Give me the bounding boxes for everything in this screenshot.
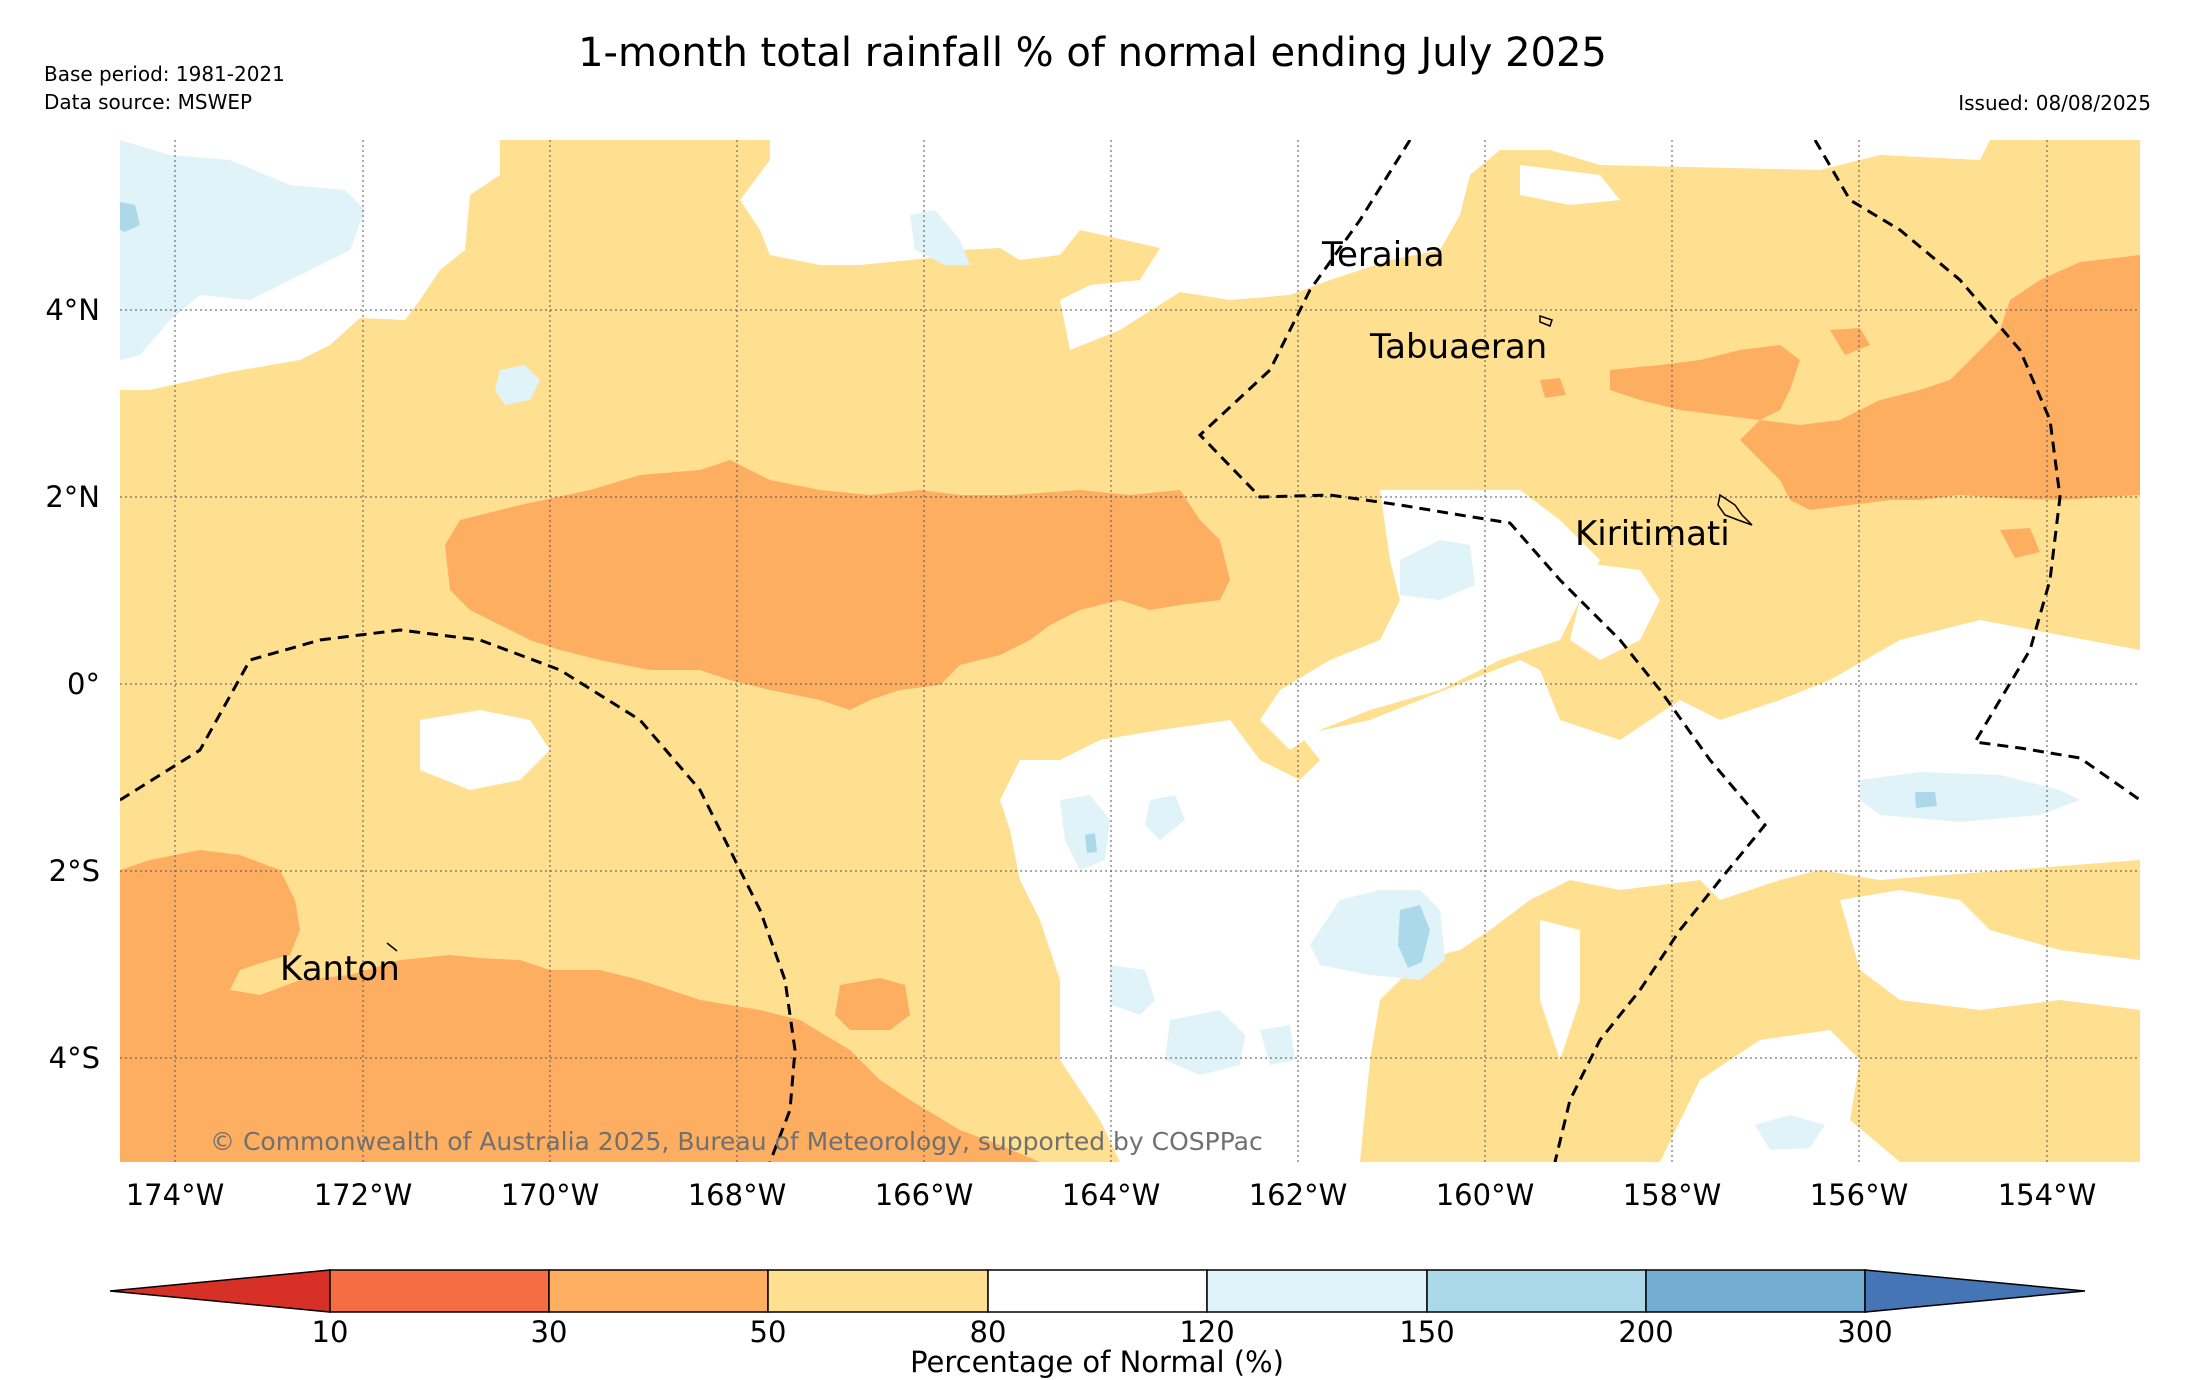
region-150-200-west xyxy=(120,202,140,232)
region-150-200-east xyxy=(1915,792,1937,808)
region-120-150-central xyxy=(1400,540,1475,600)
base-period-note: Base period: 1981-2021 xyxy=(44,62,285,86)
region-120-150-south-3 xyxy=(1145,795,1185,840)
region-30-50-central xyxy=(445,460,1230,710)
region-120-150-south-4 xyxy=(1110,965,1155,1015)
region-30-50-islet-2 xyxy=(1540,378,1566,398)
place-label-kanton: Kanton xyxy=(280,949,400,989)
colorbar-tick-label: 30 xyxy=(531,1315,568,1349)
region-30-50-east-2 xyxy=(1610,345,1800,420)
lon-tick-label: 160°W xyxy=(1436,1178,1535,1212)
map-title: 1-month total rainfall % of normal endin… xyxy=(578,30,1607,76)
map-field xyxy=(120,140,2140,1162)
region-80-120-south-gap xyxy=(1540,920,1580,1060)
region-80-120-southeast xyxy=(1660,1030,1900,1162)
colorbar-tick-label: 200 xyxy=(1618,1315,1673,1349)
colorbar-segment-gt300 xyxy=(1864,1269,2086,1313)
colorbar-segment-50-80 xyxy=(767,1269,989,1313)
issued-date: Issued: 08/08/2025 xyxy=(1958,91,2151,115)
lon-tick-label: 156°W xyxy=(1810,1178,1909,1212)
graticule xyxy=(120,140,2140,1162)
colorbar-tick-label: 10 xyxy=(312,1315,349,1349)
lat-tick-label: 2°S xyxy=(49,854,100,888)
colorbar-tick-labels: 10 30 50 80 120 150 200 300 xyxy=(312,1315,1893,1349)
colorbar-segment-lt10 xyxy=(109,1269,331,1313)
colorbar xyxy=(109,1269,2086,1313)
kanton-island-outline xyxy=(386,942,398,952)
lat-tick-labels: 4°N 2°N 0° 2°S 4°S xyxy=(45,293,100,1075)
lon-tick-label: 154°W xyxy=(1998,1178,2097,1212)
colorbar-tick-label: 300 xyxy=(1837,1315,1892,1349)
lon-tick-label: 168°W xyxy=(688,1178,787,1212)
region-120-150-islet xyxy=(495,365,540,405)
lon-tick-label: 158°W xyxy=(1623,1178,1722,1212)
region-120-150-south-5 xyxy=(1165,1010,1245,1075)
colorbar-title: Percentage of Normal (%) xyxy=(910,1345,1284,1379)
tabuaeran-island-outline xyxy=(1539,314,1553,327)
colorbar-tick-label: 150 xyxy=(1399,1315,1454,1349)
copyright-credit: © Commonwealth of Australia 2025, Bureau… xyxy=(210,1127,1263,1156)
place-label-tabuaeran: Tabuaeran xyxy=(1369,327,1547,367)
colorbar-tick-label: 80 xyxy=(970,1315,1007,1349)
region-120-150-islet-2 xyxy=(910,210,970,265)
lon-tick-label: 174°W xyxy=(126,1178,225,1212)
data-source-note: Data source: MSWEP xyxy=(44,90,253,114)
region-150-200-south-2 xyxy=(1085,833,1097,853)
region-30-50-islet-3 xyxy=(2000,528,2040,558)
lon-tick-labels: 174°W 172°W 170°W 168°W 166°W 164°W 162°… xyxy=(126,1178,2097,1212)
colorbar-segment-10-30 xyxy=(329,1269,550,1313)
colorbar-segment-200-300 xyxy=(1645,1269,1866,1313)
colorbar-segment-30-50 xyxy=(548,1269,769,1313)
colorbar-segment-80-120 xyxy=(987,1269,1208,1313)
eez-boundaries xyxy=(120,140,2140,1162)
region-80-120-north xyxy=(740,140,1990,350)
region-120-150-south-6 xyxy=(1260,1025,1295,1065)
region-30-50-south-islet xyxy=(835,978,910,1030)
region-120-150-southeast xyxy=(1755,1115,1825,1150)
region-120-150-northwest xyxy=(120,140,365,360)
region-150-200-south xyxy=(1398,905,1430,968)
lon-tick-label: 164°W xyxy=(1062,1178,1161,1212)
colorbar-tick-label: 120 xyxy=(1179,1315,1234,1349)
region-80-120-southeast-2 xyxy=(1840,890,2140,1010)
kiritimati-island-outline xyxy=(1717,493,1753,526)
region-80-120-southwest-hole xyxy=(420,710,550,790)
lat-tick-label: 0° xyxy=(67,667,100,701)
lat-tick-label: 2°N xyxy=(45,480,100,514)
colorbar-tick-label: 50 xyxy=(750,1315,787,1349)
lat-tick-label: 4°N xyxy=(45,293,100,327)
region-80-120-central xyxy=(1260,490,1600,750)
place-label-kiritimati: Kiritimati xyxy=(1575,514,1730,554)
region-80-120-central-2 xyxy=(1560,560,1660,660)
place-label-teraina: Teraina xyxy=(1321,235,1445,275)
region-30-50-islet xyxy=(1830,328,1870,355)
region-30-50-east xyxy=(1740,255,2140,510)
lon-tick-label: 162°W xyxy=(1249,1178,1348,1212)
lon-tick-label: 166°W xyxy=(875,1178,974,1212)
region-120-150-east xyxy=(1860,772,2080,822)
region-30-50-southwest xyxy=(120,850,1040,1162)
colorbar-segment-150-200 xyxy=(1426,1269,1647,1313)
colorbar-segment-120-150 xyxy=(1206,1269,1428,1313)
lat-tick-label: 4°S xyxy=(49,1041,100,1075)
lon-tick-label: 170°W xyxy=(501,1178,600,1212)
region-120-150-south-2 xyxy=(1060,795,1110,870)
region-80-120-north-islet xyxy=(1520,165,1620,205)
lon-tick-label: 172°W xyxy=(314,1178,413,1212)
